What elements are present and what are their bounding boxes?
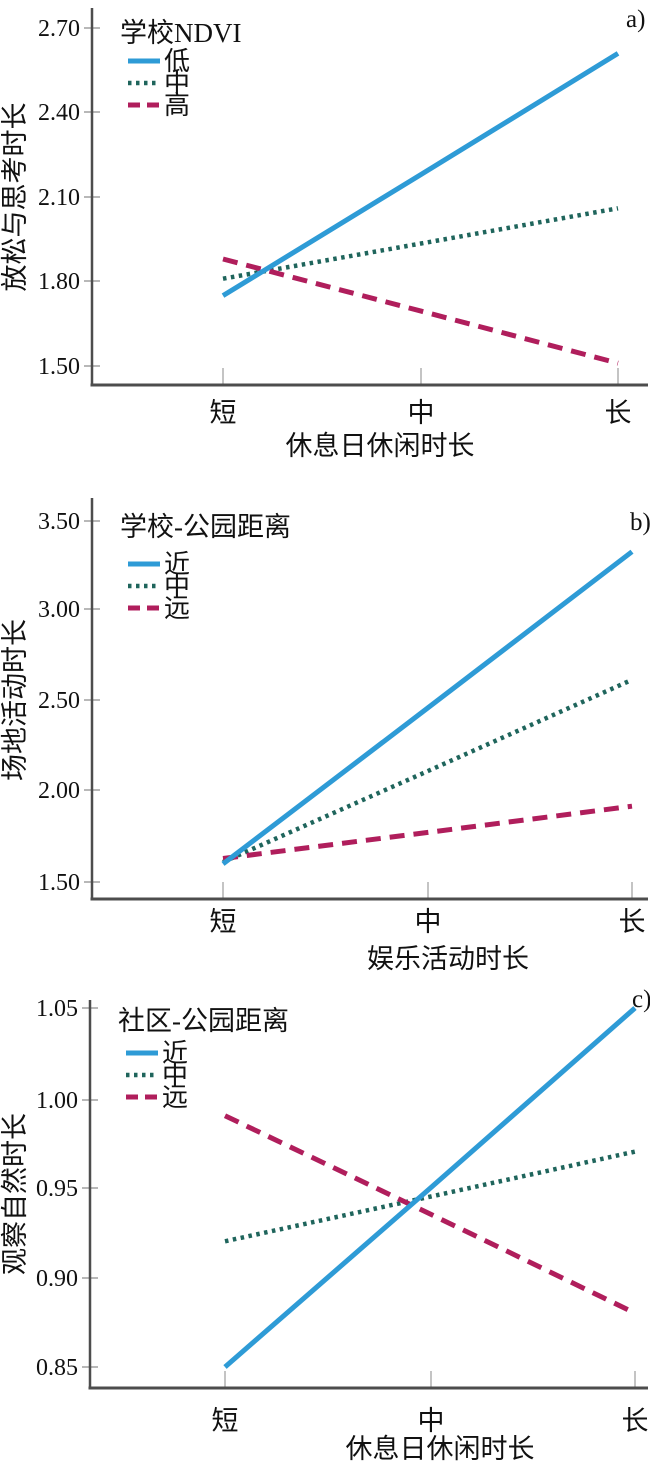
series-line-中 [222,206,619,281]
series-line-高 [222,256,619,366]
chart-panel-a: 2.70 2.40 2.10 1.80 1.50 短中长学校NDVI 低中高 a) 休息日休闲时… [0,0,650,480]
chart-a-relax-think-duration: 2.702.402.101.801.50短中长学校NDVI低中高a)休息日休闲时… [0,6,648,461]
y-tick-label: 0.85 [36,1355,78,1381]
legend-item-label: 低 [164,47,190,76]
y-tick-label: 1.50 [38,354,80,380]
legend-item-label: 中 [164,572,190,601]
panel-label: c) [632,986,650,1013]
x-tick-label: 短 [212,1406,239,1436]
panel-label: b) [630,509,650,536]
legend-title: 学校NDVI [120,18,242,48]
series-line-近 [221,549,634,866]
x-tick-label: 长 [622,1406,649,1436]
series-line-远 [223,1113,637,1316]
y-tick-label: 3.50 [38,509,80,535]
x-tick-label: 长 [619,907,646,937]
series-line-中 [222,677,633,865]
chart-b-site-activity-duration: 3.503.002.502.001.50短中长学校-公园距离近中远b)娱乐活动时… [0,498,650,974]
chart-panel-b: 3.50 3.00 2.50 2.00 1.50 短中长学校-公园距离近中远 b) 娱乐活动时… [0,480,650,985]
y-tick-label: 2.70 [38,16,80,42]
series-line-低 [221,51,620,298]
y-axis-title: 观察自然时长 [0,1113,30,1275]
y-tick-label: 1.05 [36,996,78,1022]
legend-item-label: 近 [164,550,190,579]
legend-item-label: 高 [164,91,190,120]
x-axis-title: 休息日休闲时长 [286,431,475,461]
y-tick-label: 3.00 [38,597,80,623]
y-axis-title: 放松与思考时长 [0,103,30,292]
legend-item-label: 中 [162,1061,188,1090]
chart-c-observe-nature-duration: 1.051.000.950.900.85短中长社区-公园距离近中远c)休息日休闲… [0,986,650,1464]
chart-panel-c: 1.05 1.00 0.95 0.90 0.85 短中长社区-公园距离近中远 c) 休息日休闲… [0,985,650,1471]
x-tick-label: 中 [408,398,435,428]
x-tick-label: 短 [210,907,237,937]
legend-title: 社区-公园距离 [118,1006,289,1036]
series-line-近 [223,1006,637,1369]
series-line-中 [224,1149,636,1244]
x-axis-title: 娱乐活动时长 [367,944,529,974]
panel-label: a) [626,6,645,33]
legend-item-label: 中 [164,69,190,98]
y-tick-label: 0.90 [36,1266,78,1292]
y-tick-label: 2.00 [38,778,80,804]
y-tick-label: 2.10 [38,185,80,211]
x-tick-label: 短 [210,398,237,428]
x-axis-title: 休息日休闲时长 [346,1434,535,1464]
legend-item-label: 远 [162,1083,188,1112]
legend-item-label: 远 [164,594,190,623]
series-line-远 [222,803,633,861]
y-tick-label: 0.95 [36,1176,78,1202]
legend-title: 学校-公园距离 [120,512,291,542]
y-tick-label: 1.80 [38,269,80,295]
y-tick-label: 2.50 [38,688,80,714]
y-tick-label: 1.50 [38,870,80,896]
y-tick-label: 1.00 [36,1088,78,1114]
x-tick-label: 中 [415,907,442,937]
x-tick-label: 中 [418,1406,445,1436]
y-axis-title: 场地活动时长 [0,619,30,781]
y-tick-label: 2.40 [38,100,80,126]
legend-item-label: 近 [162,1039,188,1068]
x-tick-label: 长 [605,398,632,428]
